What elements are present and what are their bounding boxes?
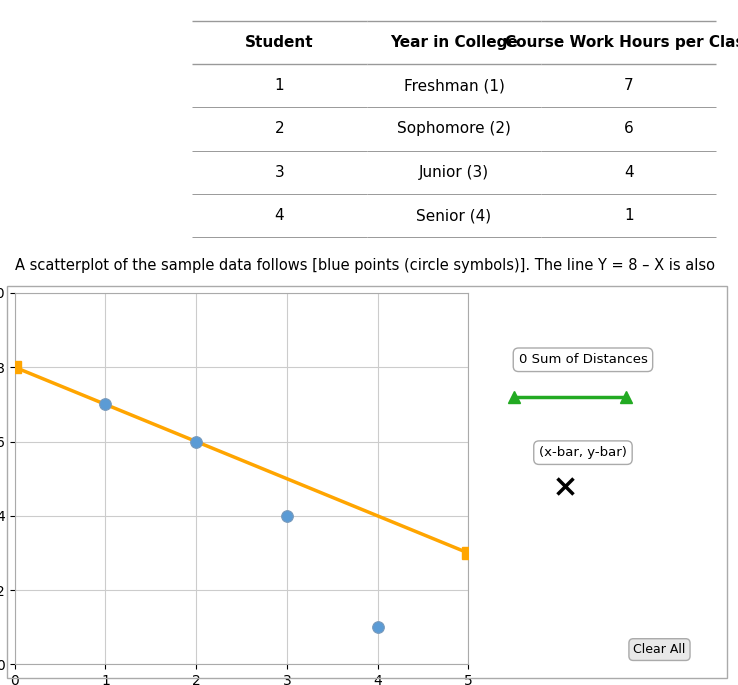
Point <box>372 622 384 633</box>
Point <box>281 510 293 521</box>
Text: Clear All: Clear All <box>633 643 686 656</box>
Text: A scatterplot of the sample data follows [blue points (circle symbols)]. The lin: A scatterplot of the sample data follows… <box>15 258 715 273</box>
Point <box>100 399 111 410</box>
Point <box>190 436 202 447</box>
Text: (x-bar, y-bar): (x-bar, y-bar) <box>539 446 627 459</box>
Text: 0 Sum of Distances: 0 Sum of Distances <box>519 353 647 366</box>
